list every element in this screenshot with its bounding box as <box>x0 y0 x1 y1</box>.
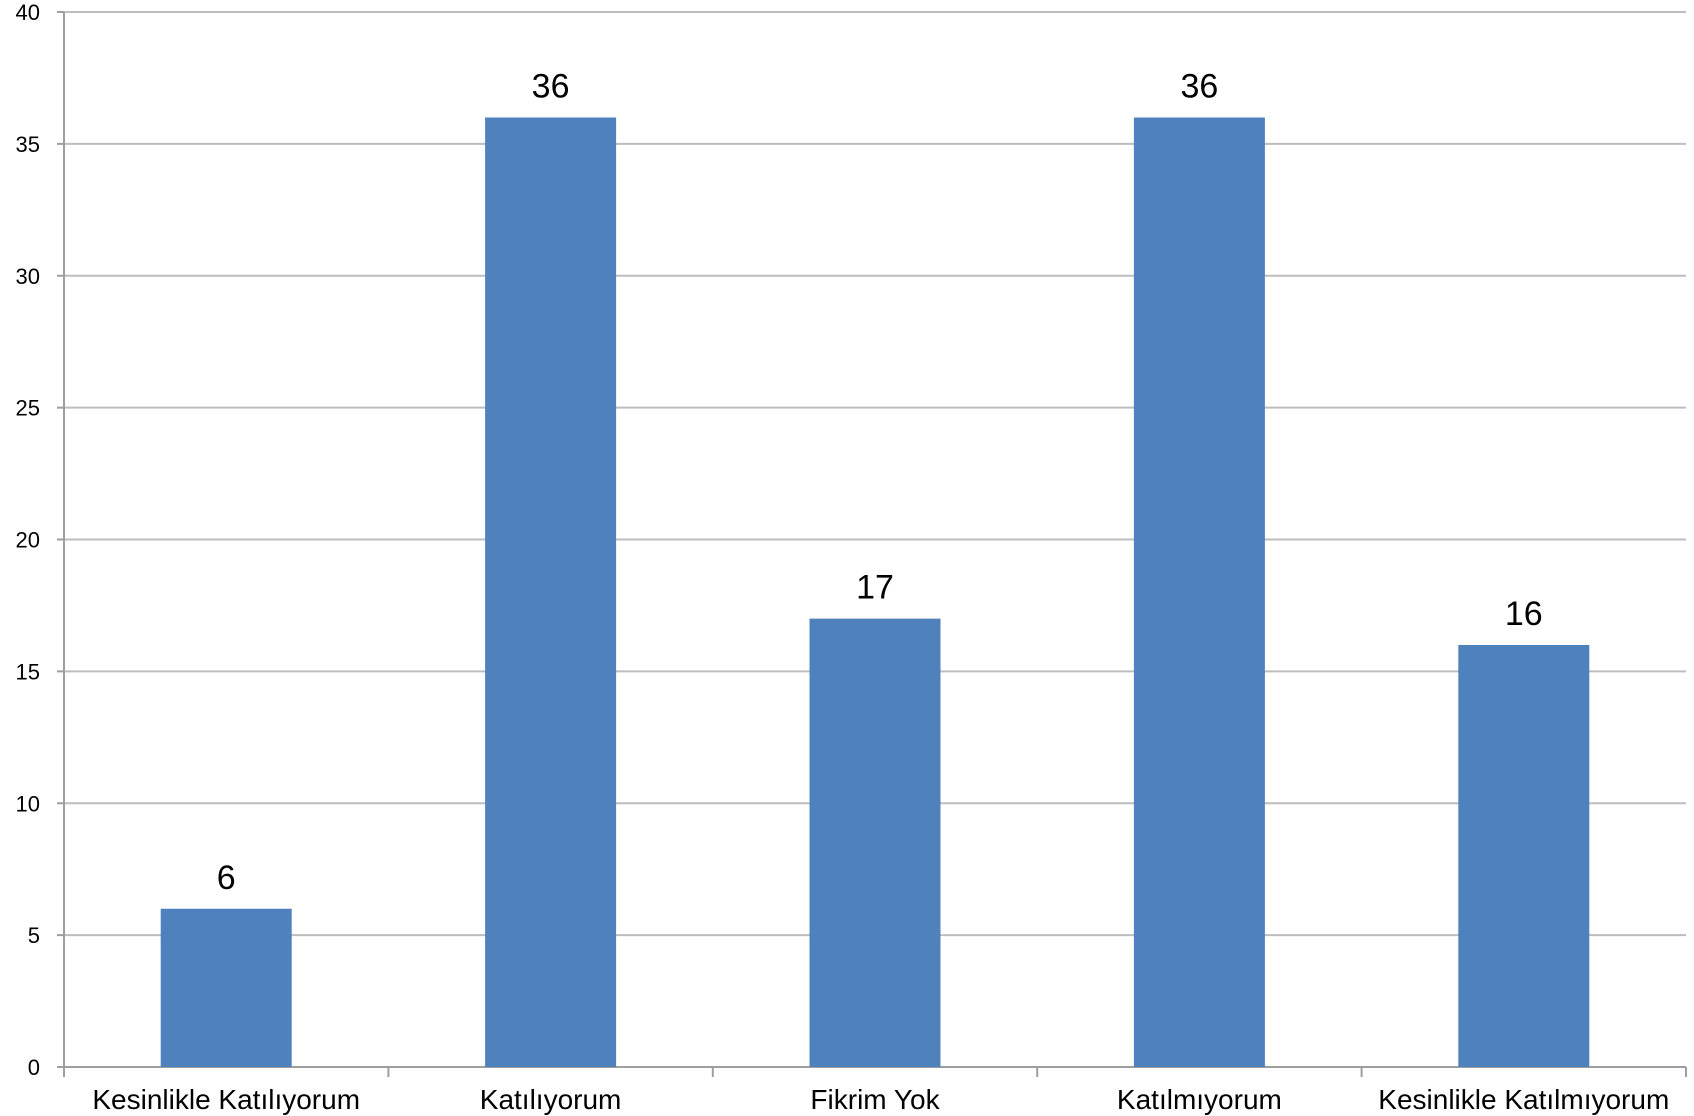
bars <box>160 117 1590 1067</box>
y-tick-label: 0 <box>28 1055 40 1080</box>
y-tick-label: 10 <box>16 791 40 816</box>
labels: 6 Kesinlikle Katılıyorum 36 Katılıyorum 17 Fi… <box>92 68 1669 1116</box>
bar <box>809 618 941 1067</box>
x-tick-label: Katılmıyorum <box>1117 1084 1282 1115</box>
data-label: 6 <box>217 859 236 897</box>
y-tick-label: 40 <box>16 0 40 25</box>
y-tick-label: 25 <box>16 396 40 421</box>
bar <box>485 117 617 1067</box>
data-label: 17 <box>856 569 894 607</box>
x-tick-label: Katılıyorum <box>480 1084 622 1115</box>
data-label: 36 <box>532 68 570 106</box>
data-label: 36 <box>1180 68 1218 106</box>
x-tick-label: Kesinlikle Katılmıyorum <box>1378 1084 1669 1115</box>
y-tick-label: 35 <box>16 132 40 157</box>
x-tick-label: Fikrim Yok <box>810 1084 940 1115</box>
data-label: 16 <box>1505 595 1543 633</box>
y-tick-label: 30 <box>16 264 40 289</box>
x-tick-label: Kesinlikle Katılıyorum <box>92 1084 360 1115</box>
y-tick-label: 5 <box>28 923 40 948</box>
y-tick-label: 20 <box>16 528 40 553</box>
bar <box>1458 645 1590 1067</box>
bar <box>160 908 292 1067</box>
y-tick-label: 15 <box>16 659 40 684</box>
bar <box>1133 117 1265 1067</box>
